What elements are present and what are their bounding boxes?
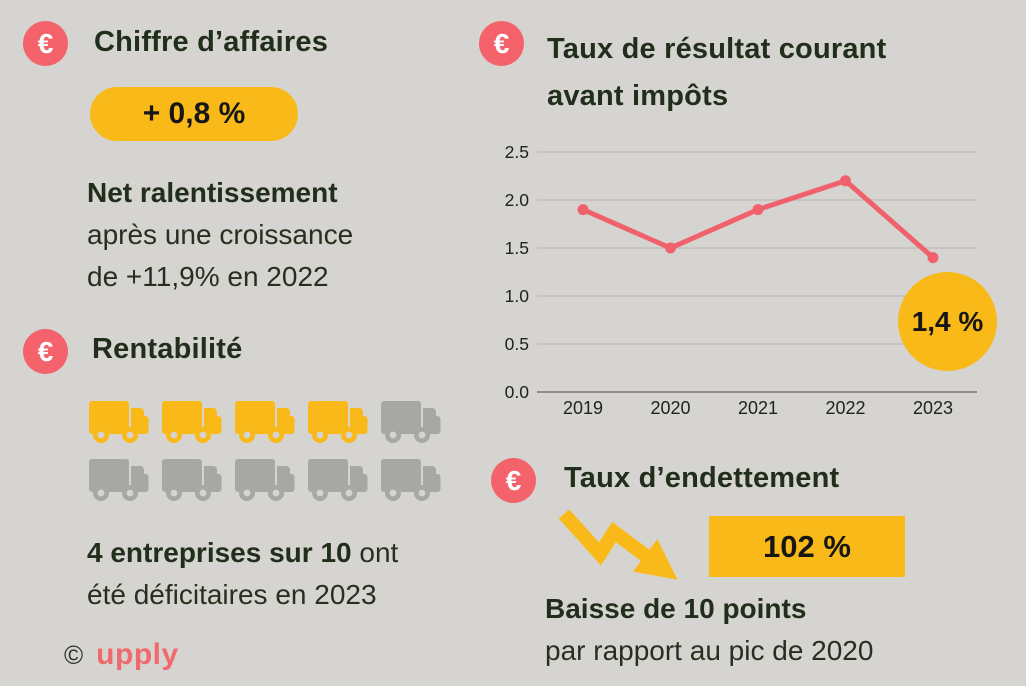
euro-glyph: € — [37, 335, 54, 367]
revenue-title: Chiffre d’affaires — [94, 26, 329, 58]
pretax-title-line1: Taux de résultat courant — [547, 33, 887, 65]
debt-title: Taux d’endettement — [564, 462, 840, 494]
x-tick-label: 2019 — [563, 398, 603, 418]
x-tick-label: 2021 — [738, 398, 778, 418]
debt-badge-value: 102 % — [763, 528, 851, 564]
profitability-note-regular: ont — [351, 537, 399, 568]
truck-icon-highlighted — [308, 401, 368, 443]
copyright-icon: © — [64, 639, 84, 670]
y-tick-label: 2.0 — [505, 190, 530, 210]
truck-icon — [89, 459, 149, 501]
revenue-note-line3: de +11,9% en 2022 — [87, 261, 329, 292]
pretax-callout: 1,4 % — [898, 272, 997, 371]
x-tick-label: 2023 — [913, 398, 953, 418]
euro-glyph: € — [37, 27, 54, 59]
data-point — [577, 204, 589, 216]
debt-note-line2: par rapport au pic de 2020 — [545, 635, 874, 666]
truck-icon — [381, 401, 441, 443]
y-tick-label: 1.0 — [505, 286, 530, 306]
debt-note: Baisse de 10 points par rapport au pic d… — [545, 588, 873, 672]
truck-icon-highlighted — [89, 401, 149, 443]
revenue-note-bold: Net ralentissement — [87, 177, 338, 208]
truck-icon — [162, 459, 222, 501]
euro-icon: € — [479, 21, 524, 66]
euro-glyph: € — [493, 27, 510, 59]
profitability-note-line1: 4 entreprises sur 10 ont — [87, 532, 398, 574]
data-point — [665, 242, 676, 254]
profitability-note-bold: 4 entreprises sur 10 — [87, 537, 352, 568]
downward-zigzag-arrow-icon — [558, 509, 678, 580]
y-tick-label: 0.0 — [505, 382, 530, 402]
data-line — [581, 178, 935, 260]
debt-badge: 102 % — [709, 516, 905, 577]
pretax-callout-value: 1,4 % — [911, 305, 984, 337]
y-tick-label: 0.5 — [505, 334, 529, 354]
profitability-note: 4 entreprises sur 10 ont été déficitaire… — [87, 532, 398, 616]
x-tick-label: 2020 — [650, 398, 690, 418]
pretax-title-line2: avant impôts — [547, 80, 729, 112]
profitability-note-line2: été déficitaires en 2023 — [87, 579, 377, 610]
debt-note-bold: Baisse de 10 points — [545, 593, 807, 624]
truck-icon — [235, 459, 295, 501]
euro-icon: € — [23, 21, 68, 66]
pretax-line-chart: 0.0 0.5 1.0 1.5 2.0 2.5 2019 2020 2021 2022 2023 — [505, 142, 977, 418]
upply-logo: upply — [96, 638, 179, 671]
revenue-badge: + 0,8 % — [90, 87, 298, 141]
revenue-note-line2: après une croissance — [87, 219, 354, 250]
y-tick-label: 1.5 — [505, 238, 529, 258]
footer-logo: © upply — [64, 638, 179, 672]
truck-icon-highlighted — [162, 401, 222, 443]
pretax-title: Taux de résultat courant avant impôts — [547, 26, 886, 120]
truck-icon — [381, 459, 441, 501]
truck-icon-highlighted — [235, 401, 295, 443]
data-point — [752, 204, 764, 216]
data-point — [927, 252, 939, 264]
revenue-badge-value: + 0,8 % — [142, 97, 246, 130]
euro-icon: € — [491, 458, 536, 503]
truck-icon — [308, 459, 368, 501]
euro-icon: € — [23, 329, 68, 374]
x-tick-label: 2022 — [825, 398, 865, 418]
truck-pictogram-grid — [88, 394, 450, 502]
revenue-note: Net ralentissement après une croissance … — [87, 172, 353, 298]
euro-glyph: € — [505, 464, 522, 496]
data-point — [840, 175, 851, 187]
profitability-title: Rentabilité — [92, 333, 243, 365]
y-tick-label: 2.5 — [505, 142, 529, 162]
